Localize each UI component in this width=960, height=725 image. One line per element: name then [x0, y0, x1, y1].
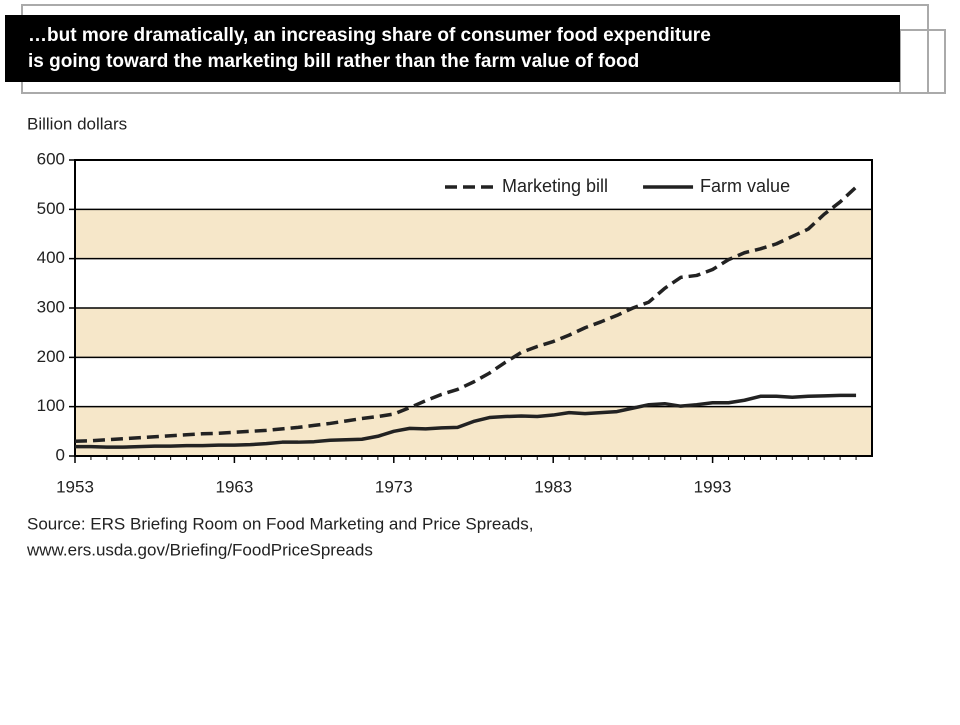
y-tick-label: 600 — [37, 149, 65, 168]
x-tick-label: 1963 — [215, 477, 253, 496]
legend-label: Marketing bill — [502, 176, 608, 196]
x-tick-label: 1993 — [694, 477, 732, 496]
line — [75, 393, 857, 449]
y-axis-label: Billion dollars — [27, 114, 127, 133]
band — [75, 209, 872, 259]
y-tick-label: 0 — [56, 445, 65, 464]
chart-title: …but more dramatically, an increasing sh… — [28, 25, 711, 46]
chart-title: is going toward the marketing bill rathe… — [28, 51, 639, 72]
x-tick-label: 1983 — [534, 477, 572, 496]
band — [75, 308, 872, 358]
y-tick-label: 300 — [37, 297, 65, 316]
x-tick-label: 1973 — [375, 477, 413, 496]
x-tick-label: 1953 — [56, 477, 94, 496]
y-tick-label: 200 — [37, 347, 65, 366]
y-tick-label: 500 — [37, 199, 65, 218]
source: Source: ERS Briefing Room on Food Market… — [27, 514, 533, 533]
frame — [899, 29, 946, 94]
legend-label: Farm value — [700, 176, 790, 196]
source: www.ers.usda.gov/Briefing/FoodPriceSprea… — [26, 540, 373, 559]
band — [75, 406, 872, 456]
plot-border — [74, 159, 873, 457]
y-tick-label: 100 — [37, 396, 65, 415]
line — [74, 185, 858, 443]
title-banner — [5, 15, 900, 82]
y-tick-label: 400 — [37, 248, 65, 267]
